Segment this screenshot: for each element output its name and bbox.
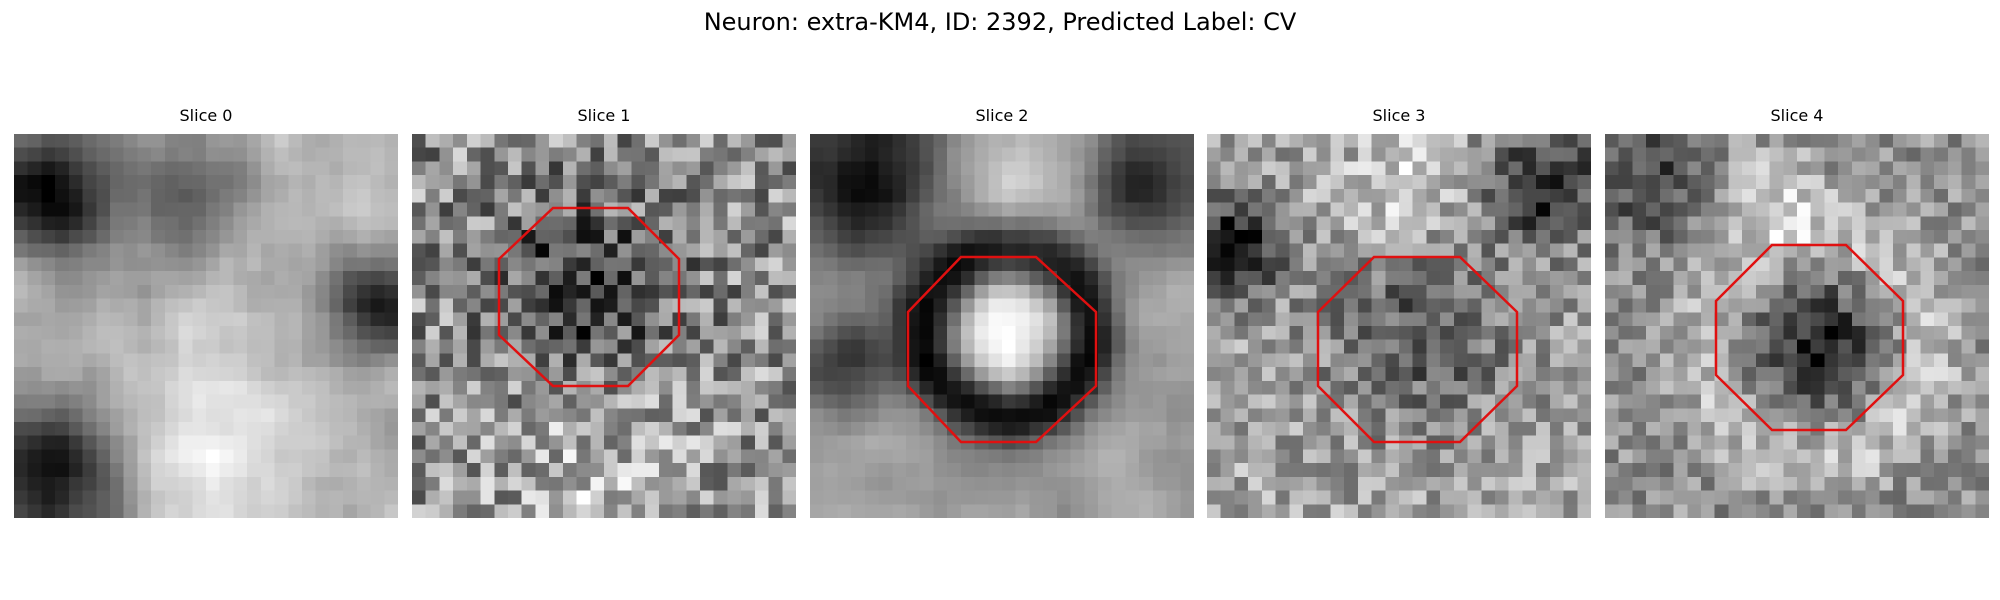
slice-title-0: Slice 0	[179, 106, 233, 125]
slice-image-3	[1207, 134, 1591, 518]
slice-image-2	[810, 134, 1194, 518]
octagon-overlay-3	[1316, 255, 1519, 444]
slice-panel-2: Slice 2	[810, 106, 1194, 518]
octagon-overlay-2	[906, 255, 1098, 444]
slice-title-3: Slice 3	[1372, 106, 1426, 125]
slice-panel-0: Slice 0	[14, 106, 398, 518]
slice-panel-1: Slice 1	[412, 106, 796, 518]
slice-title-4: Slice 4	[1770, 106, 1824, 125]
slice-title-2: Slice 2	[975, 106, 1029, 125]
slice-image-4	[1605, 134, 1989, 518]
slice-image-0	[14, 134, 398, 518]
figure-title: Neuron: extra-KM4, ID: 2392, Predicted L…	[703, 8, 1297, 36]
slice-panel-3: Slice 3	[1207, 106, 1591, 518]
slice-panel-4: Slice 4	[1605, 106, 1989, 518]
octagon-overlay-1	[497, 206, 681, 388]
slice-image-1	[412, 134, 796, 518]
octagon-overlay-4	[1714, 243, 1905, 432]
slice-title-1: Slice 1	[577, 106, 631, 125]
